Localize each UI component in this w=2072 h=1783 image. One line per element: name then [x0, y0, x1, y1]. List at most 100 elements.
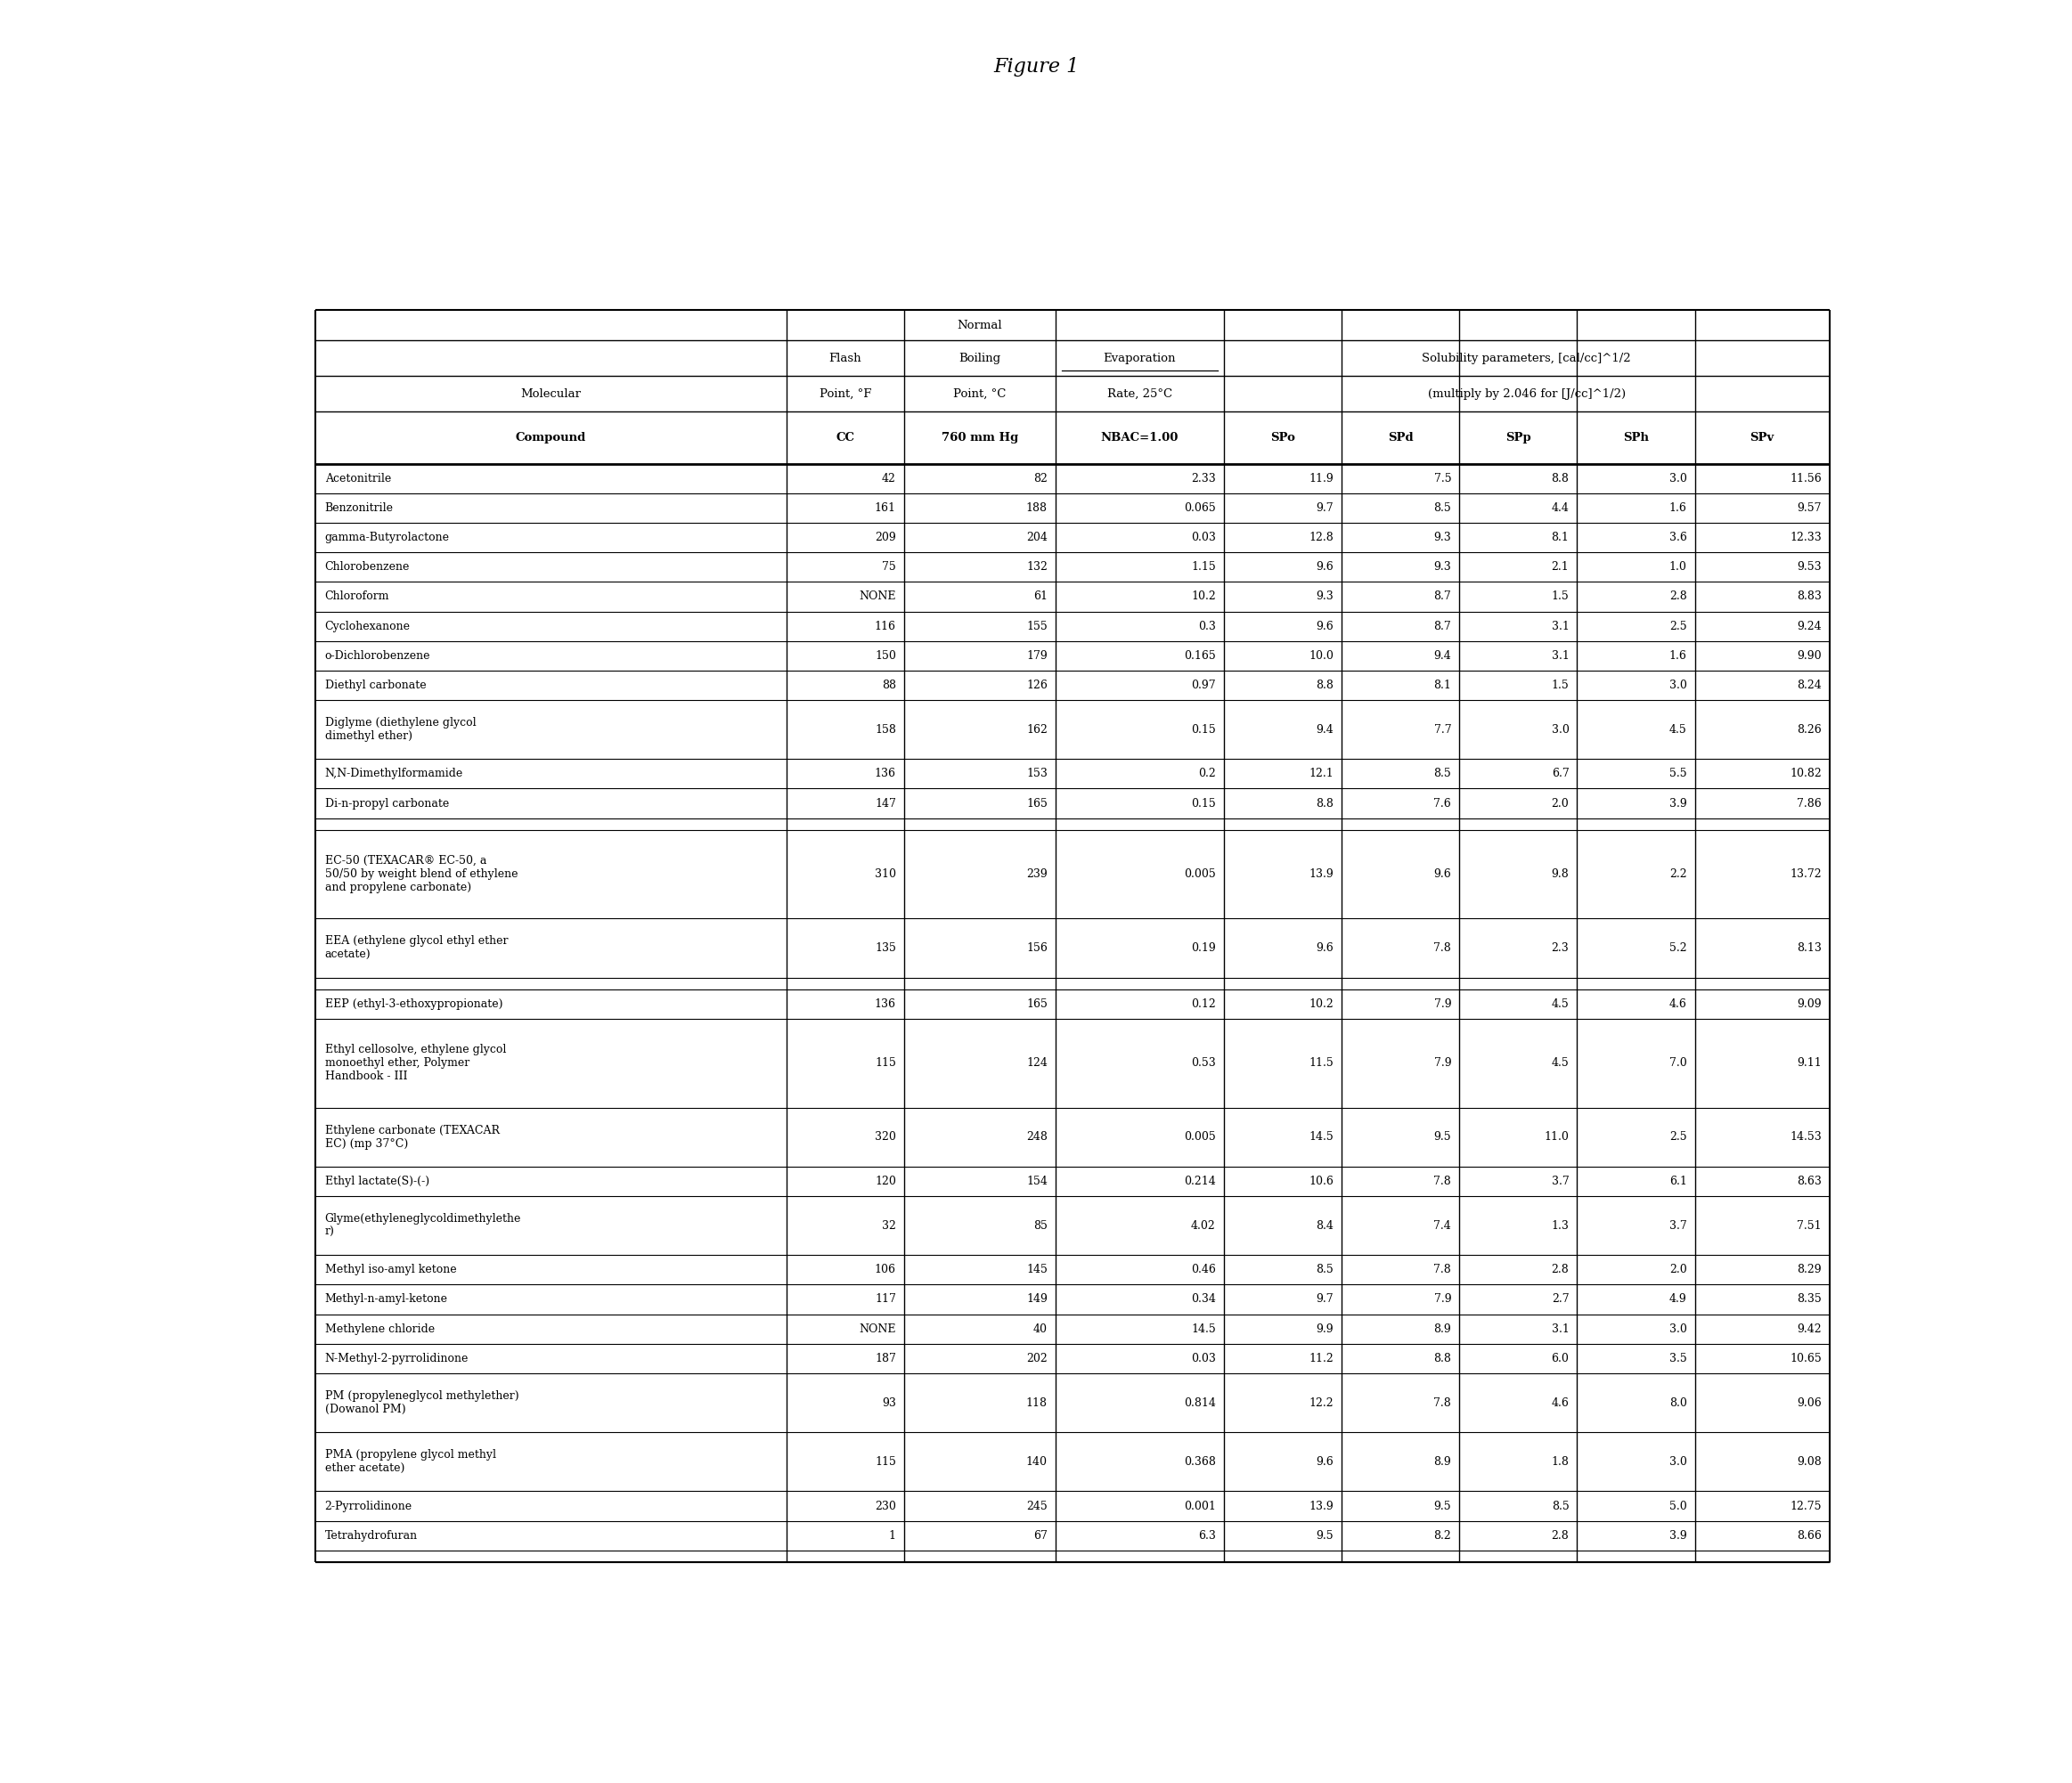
- Text: 115: 115: [874, 1057, 895, 1070]
- Text: 1: 1: [889, 1530, 895, 1541]
- Text: 11.56: 11.56: [1790, 472, 1821, 485]
- Text: Ethylene carbonate (TEXACAR
EC) (mp 37°C): Ethylene carbonate (TEXACAR EC) (mp 37°C…: [325, 1125, 499, 1150]
- Text: 0.15: 0.15: [1191, 724, 1216, 735]
- Text: 2.2: 2.2: [1670, 868, 1687, 881]
- Text: gamma-Butyrolactone: gamma-Butyrolactone: [325, 531, 450, 544]
- Text: 7.9: 7.9: [1434, 1057, 1450, 1070]
- Text: 8.8: 8.8: [1434, 1353, 1450, 1364]
- Text: 165: 165: [1026, 797, 1048, 809]
- Text: 2.5: 2.5: [1670, 620, 1687, 631]
- Text: 9.8: 9.8: [1552, 868, 1569, 881]
- Text: 9.24: 9.24: [1796, 620, 1821, 631]
- Text: PM (propyleneglycol methylether)
(Dowanol PM): PM (propyleneglycol methylether) (Dowano…: [325, 1391, 518, 1416]
- Text: 5.0: 5.0: [1670, 1500, 1687, 1512]
- Text: 9.6: 9.6: [1316, 620, 1334, 631]
- Text: 10.2: 10.2: [1310, 998, 1334, 1009]
- Text: 85: 85: [1034, 1220, 1048, 1232]
- Text: o-Dichlorobenzene: o-Dichlorobenzene: [325, 651, 431, 661]
- Text: Flash: Flash: [829, 353, 862, 364]
- Text: EEA (ethylene glycol ethyl ether
acetate): EEA (ethylene glycol ethyl ether acetate…: [325, 936, 508, 961]
- Text: 8.5: 8.5: [1552, 1500, 1569, 1512]
- Text: 93: 93: [883, 1396, 895, 1409]
- Text: 7.4: 7.4: [1434, 1220, 1450, 1232]
- Text: CC: CC: [835, 431, 854, 444]
- Text: 187: 187: [874, 1353, 895, 1364]
- Text: 14.5: 14.5: [1310, 1130, 1334, 1143]
- Text: 9.6: 9.6: [1316, 1457, 1334, 1467]
- Text: 8.0: 8.0: [1670, 1396, 1687, 1409]
- Text: 4.6: 4.6: [1670, 998, 1687, 1009]
- Text: 8.7: 8.7: [1434, 590, 1450, 603]
- Text: 8.83: 8.83: [1796, 590, 1821, 603]
- Text: 2.1: 2.1: [1552, 562, 1569, 572]
- Text: Solubility parameters, [cal/cc]^1/2: Solubility parameters, [cal/cc]^1/2: [1421, 353, 1631, 364]
- Text: 8.9: 8.9: [1434, 1323, 1450, 1335]
- Text: 9.7: 9.7: [1316, 503, 1334, 514]
- Text: EC-50 (TEXACAR® EC-50, a
50/50 by weight blend of ethylene
and propylene carbona: EC-50 (TEXACAR® EC-50, a 50/50 by weight…: [325, 856, 518, 893]
- Text: Benzonitrile: Benzonitrile: [325, 503, 394, 514]
- Text: 8.29: 8.29: [1796, 1264, 1821, 1275]
- Text: 202: 202: [1026, 1353, 1048, 1364]
- Text: 6.7: 6.7: [1552, 768, 1569, 779]
- Text: 7.8: 7.8: [1434, 941, 1450, 954]
- Text: 7.8: 7.8: [1434, 1264, 1450, 1275]
- Text: 32: 32: [883, 1220, 895, 1232]
- Text: 3.1: 3.1: [1552, 620, 1569, 631]
- Text: 6.1: 6.1: [1670, 1175, 1687, 1187]
- Text: 4.9: 4.9: [1670, 1294, 1687, 1305]
- Text: 1.0: 1.0: [1670, 562, 1687, 572]
- Text: 8.13: 8.13: [1796, 941, 1821, 954]
- Text: 14.53: 14.53: [1790, 1130, 1821, 1143]
- Text: 13.9: 13.9: [1310, 1500, 1334, 1512]
- Text: 161: 161: [874, 503, 895, 514]
- Text: 0.165: 0.165: [1183, 651, 1216, 661]
- Text: 67: 67: [1034, 1530, 1048, 1541]
- Text: Methylene chloride: Methylene chloride: [325, 1323, 435, 1335]
- Text: 42: 42: [883, 472, 895, 485]
- Text: N-Methyl-2-pyrrolidinone: N-Methyl-2-pyrrolidinone: [325, 1353, 468, 1364]
- Text: 40: 40: [1034, 1323, 1048, 1335]
- Text: 3.7: 3.7: [1552, 1175, 1569, 1187]
- Text: 8.7: 8.7: [1434, 620, 1450, 631]
- Text: 7.6: 7.6: [1434, 797, 1450, 809]
- Text: 10.82: 10.82: [1790, 768, 1821, 779]
- Text: 154: 154: [1026, 1175, 1048, 1187]
- Text: 120: 120: [874, 1175, 895, 1187]
- Text: Figure 1: Figure 1: [992, 57, 1080, 77]
- Text: Tetrahydrofuran: Tetrahydrofuran: [325, 1530, 419, 1541]
- Text: 82: 82: [1034, 472, 1048, 485]
- Text: 115: 115: [874, 1457, 895, 1467]
- Text: 8.5: 8.5: [1434, 503, 1450, 514]
- Text: 9.90: 9.90: [1796, 651, 1821, 661]
- Text: 155: 155: [1026, 620, 1048, 631]
- Text: 9.5: 9.5: [1434, 1500, 1450, 1512]
- Text: 9.6: 9.6: [1316, 941, 1334, 954]
- Text: 156: 156: [1026, 941, 1048, 954]
- Text: 2.0: 2.0: [1552, 797, 1569, 809]
- Text: 132: 132: [1026, 562, 1048, 572]
- Text: 3.0: 3.0: [1670, 472, 1687, 485]
- Text: Rate, 25°C: Rate, 25°C: [1106, 389, 1173, 399]
- Text: 8.1: 8.1: [1552, 531, 1569, 544]
- Text: 0.53: 0.53: [1191, 1057, 1216, 1070]
- Text: 8.9: 8.9: [1434, 1457, 1450, 1467]
- Text: N,N-Dimethylformamide: N,N-Dimethylformamide: [325, 768, 464, 779]
- Text: 9.57: 9.57: [1796, 503, 1821, 514]
- Text: 106: 106: [874, 1264, 895, 1275]
- Text: 4.02: 4.02: [1191, 1220, 1216, 1232]
- Text: 0.065: 0.065: [1183, 503, 1216, 514]
- Text: 230: 230: [874, 1500, 895, 1512]
- Text: 116: 116: [874, 620, 895, 631]
- Text: 245: 245: [1026, 1500, 1048, 1512]
- Text: 117: 117: [874, 1294, 895, 1305]
- Text: 9.7: 9.7: [1316, 1294, 1334, 1305]
- Text: Ethyl cellosolve, ethylene glycol
monoethyl ether, Polymer
Handbook - III: Ethyl cellosolve, ethylene glycol monoet…: [325, 1045, 506, 1082]
- Text: 0.2: 0.2: [1198, 768, 1216, 779]
- Text: 7.9: 7.9: [1434, 998, 1450, 1009]
- Text: Glyme(ethyleneglycoldimethylethe
r): Glyme(ethyleneglycoldimethylethe r): [325, 1212, 522, 1237]
- Text: 8.66: 8.66: [1796, 1530, 1821, 1541]
- Text: 3.0: 3.0: [1552, 724, 1569, 735]
- Text: 7.7: 7.7: [1434, 724, 1450, 735]
- Text: 8.1: 8.1: [1434, 679, 1450, 692]
- Text: 310: 310: [874, 868, 895, 881]
